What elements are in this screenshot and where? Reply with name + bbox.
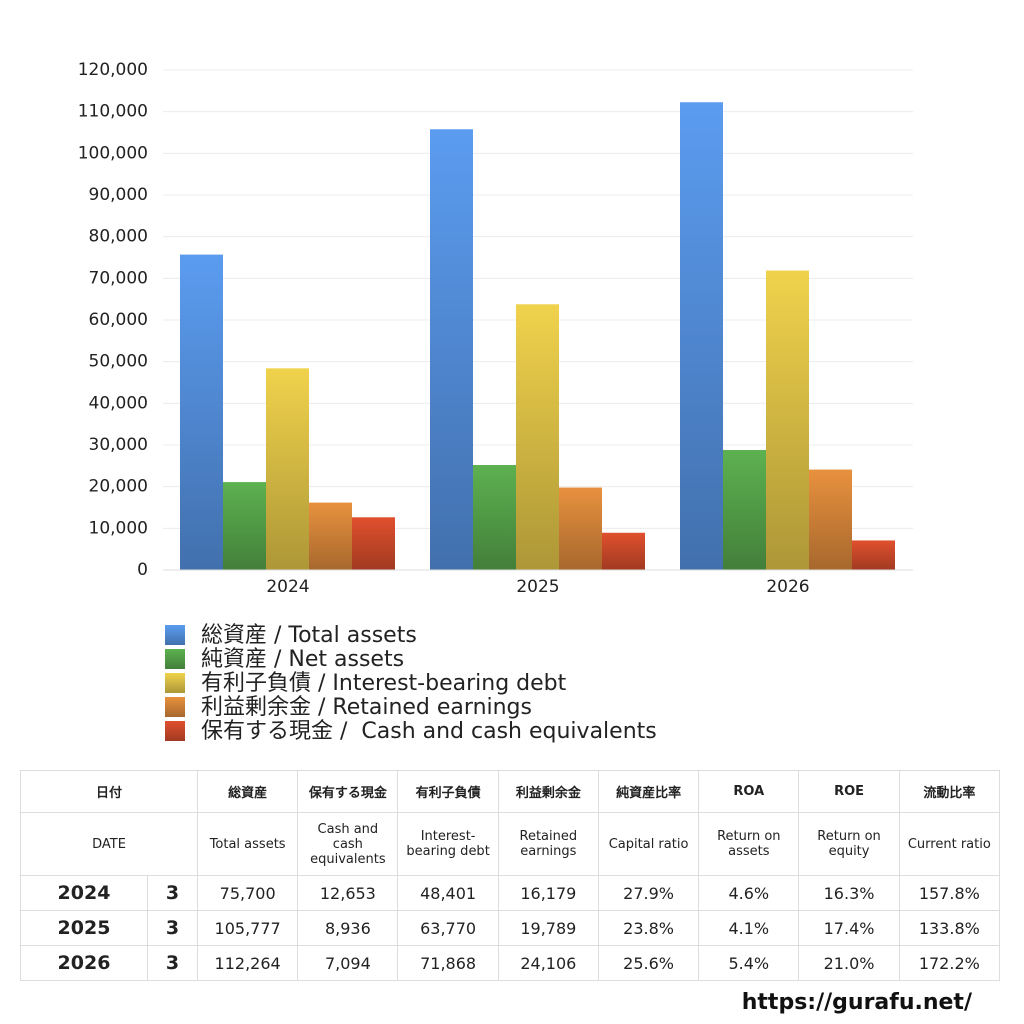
table-cell: 3 [146,910,199,946]
table-cell: 48,401 [397,875,499,911]
table-cell: Cash and cash equivalents [297,812,399,876]
legend-swatch [165,625,185,645]
table-cell: 3 [146,875,199,911]
y-tick-label: 40,000 [89,393,148,413]
table-cell: Total assets [197,812,299,876]
bar [352,517,395,570]
table-cell: ROE [798,770,900,813]
bar [430,129,473,570]
table-row: 2025 3 105,777 8,936 63,770 19,789 23.8% 4.1% 17… [20,910,1001,946]
bar [602,532,645,570]
table-cell: 保有する現金 [297,770,399,813]
table-cell: Return on equity [798,812,900,876]
table-row: 2024 3 75,700 12,653 48,401 16,179 27.9% 4.6% 16… [20,875,1001,911]
table-cell: DATE [19,812,199,876]
legend-swatch [165,673,185,693]
legend-label: 保有する現金 / Cash and cash equivalents [201,719,657,744]
table-cell: Return on assets [698,812,800,876]
y-tick-label: 0 [137,560,148,580]
table-cell: 27.9% [597,875,700,911]
table-cell: 3 [146,945,199,981]
table-cell: 2024 [20,875,148,911]
legend-swatch [165,649,185,669]
legend-label: 有利子負債 / Interest-bearing debt [201,671,567,696]
y-tick-label: 60,000 [89,310,148,330]
bar [266,368,309,570]
table-cell: Retained earnings [497,812,599,876]
table-row: 2026 3 112,264 7,094 71,868 24,106 25.6% 5.4% 21… [20,945,1001,981]
table-cell: 75,700 [197,875,299,911]
bar [180,254,223,571]
table-cell: 63,770 [397,910,499,946]
table-cell: 2025 [20,910,148,946]
x-tick-label: 2026 [766,577,809,597]
table-cell: Capital ratio [597,812,700,876]
bar [473,465,516,570]
table-cell: 16,179 [497,875,599,911]
y-tick-label: 70,000 [89,268,148,288]
y-tick-label: 90,000 [89,185,148,205]
table-row: 日付 総資産 保有する現金 有利子負債 利益剰余金 純資産比率 ROA ROE 流動比率 [19,770,1001,813]
table-cell: 総資産 [197,770,299,813]
bar [516,304,559,570]
table-cell: 17.4% [798,910,900,946]
legend-swatch [165,697,185,717]
bar [723,450,766,570]
table-cell: 172.2% [898,945,1001,981]
table-cell: 7,094 [297,945,399,981]
table-cell: 有利子負債 [397,770,499,813]
bar [559,487,602,570]
table-cell: 日付 [19,770,199,813]
y-tick-label: 80,000 [89,227,148,247]
y-tick-label: 20,000 [89,477,148,497]
chart: 0 10,000 20,000 30,000 40,000 50,000 60,000 70,… [78,60,913,744]
y-tick-label: 110,000 [78,102,148,122]
table-cell: Current ratio [898,812,1001,876]
data-table: 日付 総資産 保有する現金 有利子負債 利益剰余金 純資産比率 ROA ROE 流動比率 DATE… [19,770,1001,981]
table-cell: 16.3% [798,875,900,911]
bar [223,482,266,570]
y-tick-label: 100,000 [78,143,148,163]
table-cell: 8,936 [297,910,399,946]
bar [809,469,852,570]
table-cell: 157.8% [898,875,1001,911]
table-row: DATE Total assets Cash and cash equivalent… [19,812,1001,876]
legend-label: 純資産 / Net assets [201,647,404,672]
table-cell: 利益剰余金 [497,770,599,813]
table-cell: 19,789 [497,910,599,946]
table-cell: 4.1% [698,910,800,946]
table-cell: 133.8% [898,910,1001,946]
table-cell: 2026 [20,945,148,981]
y-tick-label: 10,000 [89,518,148,538]
table-cell: Interest-bearing debt [397,812,499,876]
table-cell: 21.0% [798,945,900,981]
legend-label: 利益剰余金 / Retained earnings [201,695,532,720]
table-cell: 112,264 [197,945,299,981]
table-cell: 24,106 [497,945,599,981]
site-url: https://gurafu.net/ [741,990,972,1015]
legend-label: 総資産 / Total assets [201,623,417,648]
bar [309,502,352,570]
table-cell: 純資産比率 [597,770,700,813]
table-cell: 流動比率 [898,770,1001,813]
table-cell: 23.8% [597,910,700,946]
bar [852,540,895,570]
table-cell: 25.6% [597,945,700,981]
y-tick-label: 30,000 [89,435,148,455]
bar [766,270,809,570]
table-cell: 12,653 [297,875,399,911]
table-cell: 5.4% [698,945,800,981]
table-cell: 71,868 [397,945,499,981]
x-tick-label: 2024 [266,577,309,597]
table-cell: 4.6% [698,875,800,911]
table-cell: ROA [698,770,800,813]
y-tick-label: 50,000 [89,352,148,372]
table-cell: 105,777 [197,910,299,946]
bar [680,102,723,570]
y-tick-label: 120,000 [78,60,148,80]
x-tick-label: 2025 [516,577,559,597]
legend-swatch [165,721,185,741]
